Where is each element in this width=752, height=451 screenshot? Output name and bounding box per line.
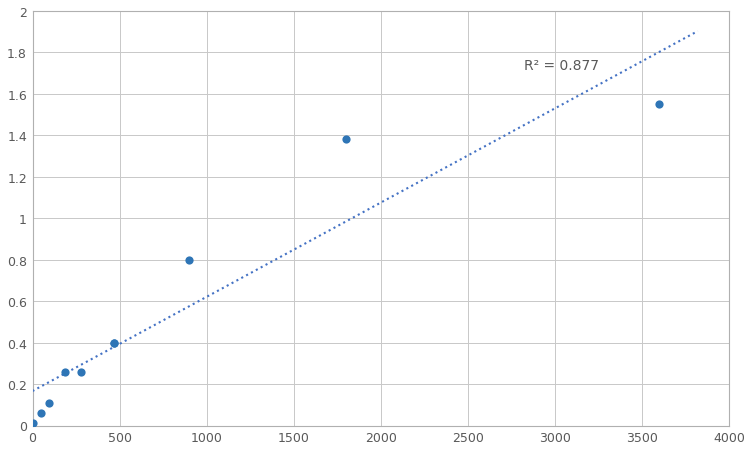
- Point: [108, 339, 120, 346]
- Point: [26, 420, 38, 427]
- Point: [108, 339, 120, 346]
- Point: [653, 101, 666, 109]
- Point: [183, 257, 196, 264]
- Point: [59, 368, 71, 375]
- Point: [75, 368, 87, 375]
- Point: [43, 399, 55, 406]
- Point: [340, 137, 352, 144]
- Point: [35, 410, 47, 417]
- Text: R² = 0.877: R² = 0.877: [523, 59, 599, 73]
